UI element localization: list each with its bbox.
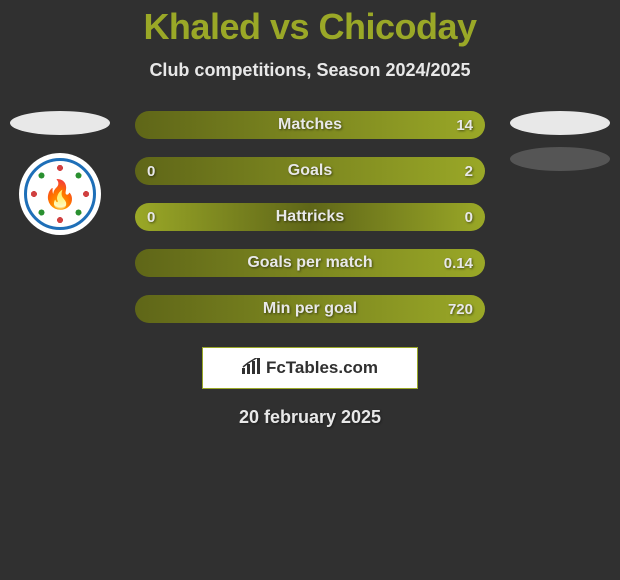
stat-bar: 0Goals2	[135, 157, 485, 185]
badge-dots	[31, 165, 89, 223]
fctables-logo[interactable]: FcTables.com	[202, 347, 418, 389]
fctables-logo-text: FcTables.com	[266, 358, 378, 378]
subtitle: Club competitions, Season 2024/2025	[0, 60, 620, 81]
stat-value-right: 0	[465, 209, 473, 226]
stat-label: Goals per match	[135, 254, 485, 272]
player-right-club-ellipse	[510, 147, 610, 171]
stat-value-right: 14	[456, 117, 473, 134]
player-left-club-badge: 🔥	[19, 153, 101, 235]
stat-bar: Goals per match0.14	[135, 249, 485, 277]
player-left-name-ellipse	[10, 111, 110, 135]
stat-label: Matches	[135, 116, 485, 134]
stat-bar: Min per goal720	[135, 295, 485, 323]
stat-value-right: 0.14	[444, 255, 473, 272]
stat-bar: 0Hattricks0	[135, 203, 485, 231]
bar-chart-icon	[242, 358, 262, 379]
stat-label: Min per goal	[135, 300, 485, 318]
page-title: Khaled vs Chicoday	[0, 0, 620, 48]
player-right-name-ellipse	[510, 111, 610, 135]
stat-label: Goals	[135, 162, 485, 180]
date-label: 20 february 2025	[0, 407, 620, 428]
comparison-content: 🔥 Matches140Goals20Hattricks0Goals per m…	[0, 111, 620, 323]
player-right-column	[500, 111, 620, 183]
stats-bars: Matches140Goals20Hattricks0Goals per mat…	[135, 111, 485, 323]
stat-bar: Matches14	[135, 111, 485, 139]
player-left-column: 🔥	[0, 111, 120, 235]
stat-value-right: 2	[465, 163, 473, 180]
stat-label: Hattricks	[135, 208, 485, 226]
stat-value-right: 720	[448, 301, 473, 318]
